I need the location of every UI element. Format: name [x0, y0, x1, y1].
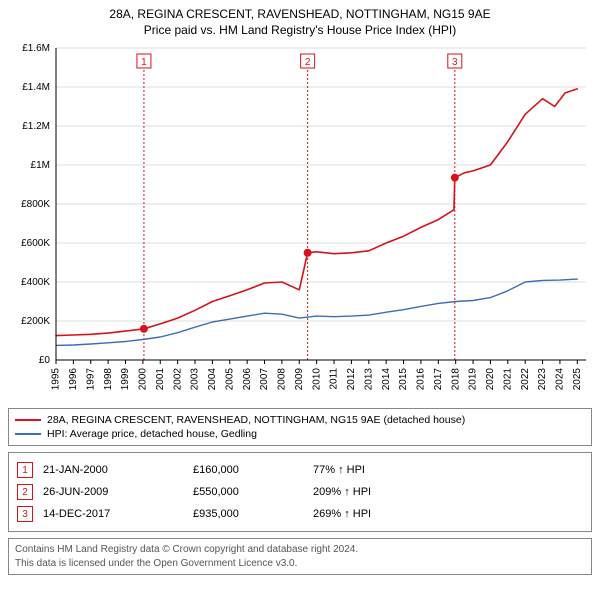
x-tick-label: 2023: [537, 368, 548, 391]
event-row: 3 14-DEC-2017 £935,000 269% ↑ HPI: [17, 503, 583, 525]
event-price: £935,000: [193, 508, 303, 520]
x-tick-label: 2017: [433, 368, 444, 391]
x-tick-label: 2010: [311, 368, 322, 391]
event-badge: 3: [17, 506, 33, 522]
footer-line1: Contains HM Land Registry data © Crown c…: [15, 543, 585, 557]
y-tick-label: £600K: [21, 238, 50, 249]
event-pct: 77% ↑ HPI: [313, 464, 413, 476]
x-tick-label: 2004: [207, 368, 218, 391]
x-tick-label: 2005: [224, 368, 235, 391]
x-tick-label: 2002: [172, 368, 183, 391]
x-tick-label: 2001: [155, 368, 166, 391]
y-tick-label: £1.6M: [22, 43, 50, 54]
y-tick-label: £400K: [21, 277, 50, 288]
x-tick-label: 1997: [85, 368, 96, 391]
x-tick-label: 2007: [259, 368, 270, 391]
event-date: 14-DEC-2017: [43, 508, 183, 520]
event-pct: 269% ↑ HPI: [313, 508, 413, 520]
y-tick-label: £800K: [21, 199, 50, 210]
title-line1: 28A, REGINA CRESCENT, RAVENSHEAD, NOTTIN…: [8, 6, 592, 22]
event-price: £160,000: [193, 464, 303, 476]
x-tick-label: 2011: [329, 368, 340, 390]
y-tick-label: £200K: [21, 316, 50, 327]
title-block: 28A, REGINA CRESCENT, RAVENSHEAD, NOTTIN…: [8, 6, 592, 38]
y-tick-label: £1M: [31, 160, 50, 171]
event-pct: 209% ↑ HPI: [313, 486, 413, 498]
event-badge-number: 3: [452, 57, 458, 68]
event-row: 2 26-JUN-2009 £550,000 209% ↑ HPI: [17, 481, 583, 503]
event-badge: 1: [17, 462, 33, 478]
x-tick-label: 1996: [68, 368, 79, 391]
events-table: 1 21-JAN-2000 £160,000 77% ↑ HPI 2 26-JUN-200…: [8, 452, 592, 532]
x-tick-label: 2012: [346, 368, 357, 391]
legend-swatch: [15, 433, 41, 435]
x-tick-label: 1999: [120, 368, 131, 391]
x-tick-label: 2021: [502, 368, 513, 391]
x-tick-label: 2025: [572, 368, 583, 391]
x-tick-label: 2015: [398, 368, 409, 391]
footer: Contains HM Land Registry data © Crown c…: [8, 538, 592, 575]
x-tick-label: 1995: [51, 368, 62, 391]
legend: 28A, REGINA CRESCENT, RAVENSHEAD, NOTTIN…: [8, 408, 592, 446]
x-tick-label: 2000: [138, 368, 149, 391]
x-tick-label: 2009: [294, 368, 305, 391]
y-tick-label: £1.2M: [22, 121, 50, 132]
y-tick-label: £0: [39, 355, 51, 366]
series-marker: [140, 325, 148, 333]
event-badge-number: 1: [141, 57, 147, 68]
legend-swatch: [15, 419, 41, 421]
legend-label: HPI: Average price, detached house, Gedl…: [47, 428, 257, 440]
event-price: £550,000: [193, 486, 303, 498]
x-tick-label: 2003: [190, 368, 201, 391]
legend-item: 28A, REGINA CRESCENT, RAVENSHEAD, NOTTIN…: [15, 413, 585, 427]
title-line2: Price paid vs. HM Land Registry's House …: [8, 22, 592, 38]
x-tick-label: 2013: [363, 368, 374, 391]
event-date: 26-JUN-2009: [43, 486, 183, 498]
x-tick-label: 2006: [242, 368, 253, 391]
event-badge: 2: [17, 484, 33, 500]
event-badge-number: 2: [305, 57, 311, 68]
x-tick-label: 2024: [555, 368, 566, 391]
x-tick-label: 2008: [277, 368, 288, 391]
footer-line2: This data is licensed under the Open Gov…: [15, 557, 585, 571]
x-tick-label: 2019: [468, 368, 479, 391]
x-tick-label: 2014: [381, 368, 392, 391]
y-tick-label: £1.4M: [22, 82, 50, 93]
chart: £0 £200K £400K £600K £800K £1M £1.2M £1.4M £1.6M…: [8, 42, 592, 402]
chart-svg: £0 £200K £400K £600K £800K £1M £1.2M £1.4M £1.6M…: [8, 42, 592, 402]
series-marker: [451, 174, 459, 182]
legend-item: HPI: Average price, detached house, Gedl…: [15, 427, 585, 441]
x-tick-label: 2022: [520, 368, 531, 391]
event-date: 21-JAN-2000: [43, 464, 183, 476]
series-marker: [304, 249, 312, 257]
legend-label: 28A, REGINA CRESCENT, RAVENSHEAD, NOTTIN…: [47, 414, 465, 426]
chart-container: 28A, REGINA CRESCENT, RAVENSHEAD, NOTTIN…: [0, 0, 600, 583]
x-tick-label: 2018: [450, 368, 461, 391]
x-tick-label: 2016: [416, 368, 427, 391]
x-tick-label: 2020: [485, 368, 496, 391]
event-row: 1 21-JAN-2000 £160,000 77% ↑ HPI: [17, 459, 583, 481]
x-tick-label: 1998: [103, 368, 114, 391]
